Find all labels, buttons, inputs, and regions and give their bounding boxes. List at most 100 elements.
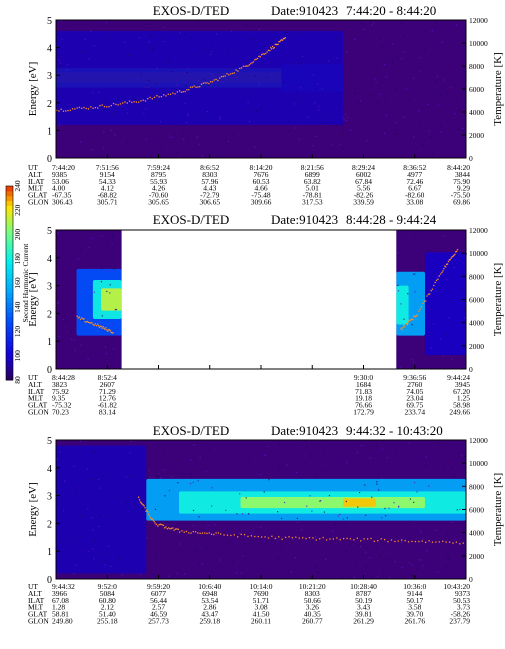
table-cell: 23.04: [406, 394, 423, 403]
temperature-point: [67, 109, 69, 112]
noise-speck: [111, 244, 113, 246]
noise-speck: [260, 526, 262, 528]
table-cell: 3945: [455, 380, 470, 389]
noise-speck: [199, 143, 201, 145]
noise-speck: [426, 550, 428, 552]
temperature-point: [259, 56, 261, 58]
colorbar-segment: [6, 283, 13, 289]
noise-speck: [264, 541, 266, 543]
data-gap: [121, 230, 397, 369]
noise-speck: [365, 514, 367, 516]
table-cell: 9373: [455, 589, 470, 598]
noise-speck: [389, 577, 391, 579]
temperature-point: [215, 78, 217, 81]
temperature-point: [105, 327, 107, 329]
noise-speck: [190, 36, 193, 38]
temperature-point: [422, 302, 424, 305]
temperature-point: [155, 523, 158, 526]
noise-speck: [156, 554, 158, 556]
noise-speck: [416, 491, 418, 493]
noise-speck: [81, 51, 83, 53]
noise-speck: [346, 462, 348, 464]
panel-title: EXOS-D/TED: [153, 3, 230, 18]
temperature-point: [149, 517, 152, 519]
noise-speck: [246, 24, 248, 26]
table-cell: 8:36:52: [403, 163, 426, 172]
noise-speck: [145, 85, 147, 87]
noise-speck: [393, 502, 395, 504]
intensity-band: [240, 496, 425, 509]
table-cell: 261.76: [404, 617, 425, 626]
noise-speck: [221, 81, 223, 83]
table-cell: 4.26: [152, 184, 165, 193]
table-cell: 12.76: [99, 394, 116, 403]
noise-speck: [293, 103, 296, 105]
noise-speck: [369, 457, 371, 459]
noise-speck: [197, 21, 199, 23]
colorbar-segment: [6, 365, 13, 371]
table-cell: 51.40: [99, 610, 116, 619]
noise-speck: [64, 315, 66, 317]
noise-speck: [187, 67, 189, 69]
noise-speck: [459, 508, 461, 511]
temperature-point: [254, 535, 256, 538]
colorbar-segment: [6, 292, 13, 299]
noise-speck: [416, 568, 418, 570]
y2-tick-label: 12000: [469, 436, 488, 445]
colorbar-segment: [6, 331, 13, 337]
temperature-point: [409, 319, 411, 322]
temperature-point: [231, 72, 234, 75]
temperature-point: [65, 110, 67, 112]
temperature-point: [373, 540, 376, 542]
temperature-point: [58, 110, 60, 112]
y-tick-label: 2: [47, 309, 52, 320]
temperature-point: [81, 317, 83, 319]
temperature-point: [261, 536, 263, 538]
noise-speck: [91, 479, 93, 481]
noise-speck: [76, 313, 78, 315]
noise-speck: [159, 38, 161, 40]
temperature-point: [83, 106, 85, 109]
noise-speck: [354, 92, 356, 94]
noise-speck: [452, 332, 455, 334]
noise-speck: [343, 119, 345, 121]
noise-speck: [260, 107, 262, 110]
y-tick-label: 1: [47, 547, 52, 558]
temperature-point: [103, 327, 105, 329]
noise-speck: [298, 98, 300, 100]
intensity-band: [56, 31, 343, 125]
temperature-point: [167, 93, 169, 95]
table-cell: 2607: [100, 380, 115, 389]
noise-speck: [409, 562, 411, 564]
noise-speck: [298, 138, 300, 140]
table-row-label: ALT: [28, 589, 42, 598]
y-tick-label: 5: [47, 16, 52, 27]
colorbar-tick-label: 220: [13, 204, 22, 216]
noise-speck: [337, 515, 340, 517]
table-cell: -70.60: [149, 191, 169, 200]
panel-1: EXOS-D/TED Date:910423 7:44:20 - 8:44:20 0 1…: [27, 3, 504, 207]
noise-speck: [319, 500, 321, 502]
noise-speck: [312, 74, 315, 76]
temperature-point: [90, 322, 92, 324]
temperature-point: [100, 325, 102, 328]
noise-speck: [205, 48, 207, 51]
noise-speck: [322, 470, 324, 472]
temperature-point: [397, 540, 399, 542]
noise-speck: [62, 318, 64, 321]
noise-speck: [408, 442, 410, 444]
temperature-point: [266, 51, 268, 53]
noise-speck: [384, 507, 386, 510]
table-cell: 9.35: [52, 394, 65, 403]
noise-speck: [288, 119, 290, 121]
temperature-point: [332, 538, 335, 540]
colorbar-segment: [6, 346, 13, 352]
temperature-point: [219, 77, 221, 79]
temperature-point: [74, 108, 76, 110]
noise-speck: [154, 508, 157, 511]
temperature-point: [162, 524, 164, 526]
temperature-point: [170, 527, 173, 530]
noise-speck: [426, 111, 428, 113]
noise-speck: [100, 552, 102, 554]
